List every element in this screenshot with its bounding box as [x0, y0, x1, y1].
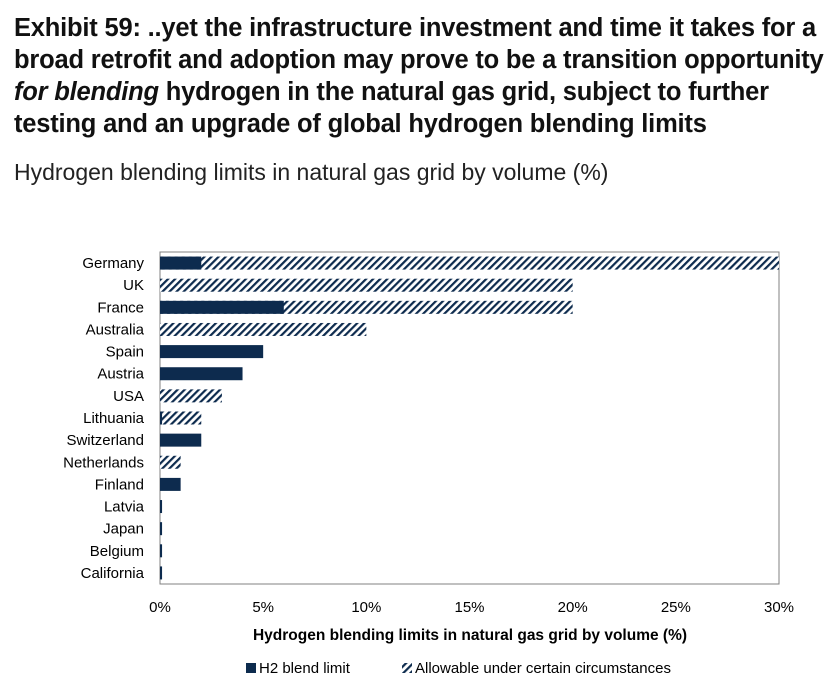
- category-label-france: France: [97, 299, 144, 316]
- legend: H2 blend limit Allowable under certain ci…: [246, 660, 671, 677]
- x-tick-label: 5%: [252, 599, 274, 616]
- category-label-finland: Finland: [95, 476, 144, 493]
- category-label-spain: Spain: [106, 344, 144, 361]
- category-label-latvia: Latvia: [104, 499, 145, 516]
- bar-limit-germany: [160, 256, 202, 270]
- bar-limit-california: [160, 566, 163, 580]
- category-label-belgium: Belgium: [90, 543, 144, 560]
- x-tick-label: 20%: [558, 599, 588, 616]
- category-label-california: California: [81, 565, 145, 582]
- bar-limit-spain: [160, 345, 264, 359]
- x-axis-ticks: 0% 5% 10% 15% 20% 25% 30%: [149, 599, 794, 616]
- legend-label-allowable: Allowable under certain circumstances: [415, 660, 671, 677]
- bar-limit-lithuania: [160, 411, 163, 425]
- category-label-japan: Japan: [103, 521, 144, 538]
- bars-group: [160, 256, 779, 580]
- x-tick-label: 10%: [351, 599, 381, 616]
- category-label-australia: Australia: [86, 321, 145, 338]
- category-label-austria: Austria: [97, 366, 144, 383]
- chart-subtitle: Hydrogen blending limits in natural gas …: [14, 159, 609, 185]
- x-tick-label: 0%: [149, 599, 171, 616]
- legend-swatch-limit: [246, 663, 256, 673]
- bar-allowable-germany: [160, 256, 779, 270]
- bar-limit-france: [160, 300, 284, 314]
- bar-allowable-australia: [160, 322, 367, 336]
- bar-allowable-usa: [160, 389, 222, 403]
- category-label-germany: Germany: [82, 255, 144, 272]
- legend-swatch-allowable: [402, 663, 412, 673]
- bar-limit-switzerland: [160, 433, 202, 447]
- category-labels: Germany UK France Australia Spain Austria USA L…: [63, 255, 145, 582]
- bar-limit-japan: [160, 522, 163, 536]
- x-axis-title: Hydrogen blending limits in natural gas …: [253, 627, 687, 644]
- x-tick-label: 15%: [454, 599, 484, 616]
- x-tick-label: 25%: [661, 599, 691, 616]
- exhibit-title: Exhibit 59: ..yet the infrastructure inv…: [14, 14, 824, 138]
- bar-limit-belgium: [160, 544, 163, 558]
- bar-limit-finland: [160, 477, 181, 491]
- category-label-usa: USA: [113, 388, 144, 405]
- bar-allowable-netherlands: [160, 455, 181, 469]
- bar-limit-latvia: [160, 500, 163, 514]
- category-label-netherlands: Netherlands: [63, 454, 144, 471]
- bar-allowable-lithuania: [160, 411, 202, 425]
- bar-limit-austria: [160, 367, 243, 381]
- category-label-uk: UK: [123, 277, 144, 294]
- category-label-lithuania: Lithuania: [83, 410, 145, 427]
- category-label-switzerland: Switzerland: [66, 432, 144, 449]
- legend-label-limit: H2 blend limit: [259, 660, 351, 677]
- x-tick-label: 30%: [764, 599, 794, 616]
- bar-allowable-uk: [160, 278, 573, 292]
